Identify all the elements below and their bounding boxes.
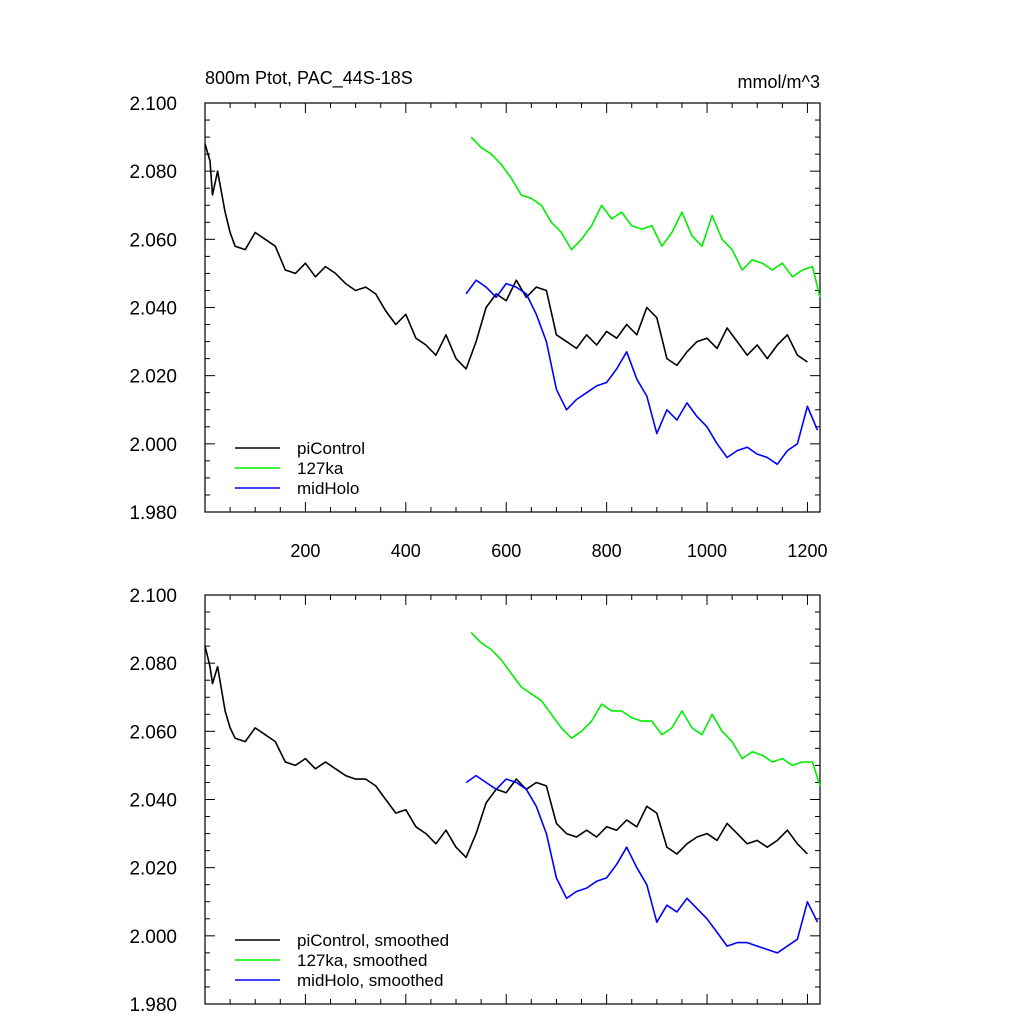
y-tick-label: 2.100 (129, 94, 177, 115)
legend-label: piControl, smoothed (297, 931, 449, 950)
x-tick-label: 800 (592, 541, 622, 561)
y-tick-label: 2.060 (129, 230, 177, 251)
y-tick-label: 2.080 (129, 654, 177, 675)
y-tick-label: 2.020 (129, 859, 177, 880)
x-tick-label: 1200 (787, 541, 827, 561)
legend-label: 127ka, smoothed (297, 951, 427, 970)
y-tick-label: 2.040 (129, 299, 177, 320)
y-tick-label: 1.980 (129, 995, 177, 1016)
series-line-midholo (465, 279, 819, 466)
series-line-midholo (465, 774, 819, 954)
legend-label: midHolo, smoothed (297, 971, 443, 990)
series-line-picontrol (204, 143, 808, 370)
x-tick-label: 600 (491, 541, 521, 561)
series-line-picontrol (204, 645, 808, 859)
y-tick-label: 1.980 (129, 503, 177, 524)
legend-label: piControl (297, 439, 365, 458)
legend-label: midHolo (297, 479, 359, 498)
x-tick-label: 1000 (687, 541, 727, 561)
chart-title: 800m Ptot, PAC_44S-18S (205, 68, 413, 89)
x-tick-label: 200 (290, 541, 320, 561)
y-tick-label: 2.080 (129, 162, 177, 183)
y-tick-label: 2.100 (129, 586, 177, 607)
series-line-127ka (470, 136, 821, 298)
bottom-panel: 1.980 2.000 2.020 2.040 2.060 2.080 2.100 piCon… (129, 586, 821, 1016)
series-line-127ka (470, 631, 821, 787)
y-tick-label: 2.060 (129, 722, 177, 743)
top-panel: 200 400 600 800 1000 1200 1.980 2.000 2.020 2.040… (129, 94, 827, 561)
y-tick-label: 2.000 (129, 435, 177, 456)
x-tick-label: 400 (391, 541, 421, 561)
y-tick-label: 2.040 (129, 791, 177, 812)
y-tick-label: 2.000 (129, 927, 177, 948)
units-label: mmol/m^3 (738, 72, 820, 92)
legend-label: 127ka (297, 459, 344, 478)
y-tick-label: 2.020 (129, 367, 177, 388)
